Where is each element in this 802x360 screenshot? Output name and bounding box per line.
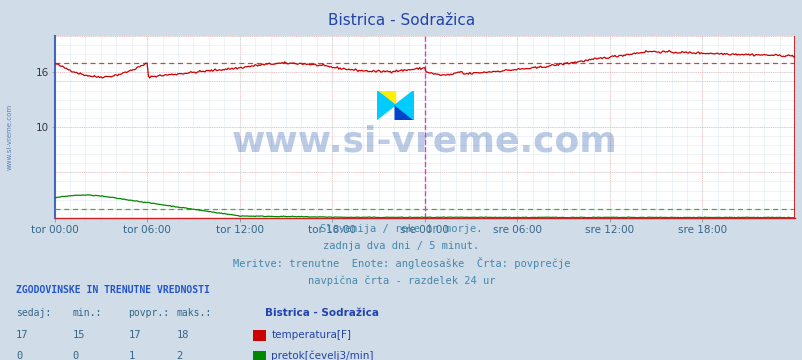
Text: Bistrica - Sodražica: Bistrica - Sodražica [327, 13, 475, 28]
Text: ZGODOVINSKE IN TRENUTNE VREDNOSTI: ZGODOVINSKE IN TRENUTNE VREDNOSTI [16, 285, 209, 296]
Text: 17: 17 [16, 330, 29, 340]
Text: www.si-vreme.com: www.si-vreme.com [6, 104, 13, 170]
Text: 2: 2 [176, 351, 183, 360]
Text: navpična črta - razdelek 24 ur: navpična črta - razdelek 24 ur [307, 275, 495, 286]
Text: zadnja dva dni / 5 minut.: zadnja dva dni / 5 minut. [323, 242, 479, 252]
Text: www.si-vreme.com: www.si-vreme.com [232, 125, 617, 158]
Text: maks.:: maks.: [176, 308, 212, 318]
Text: min.:: min.: [72, 308, 102, 318]
Text: temperatura[F]: temperatura[F] [271, 330, 351, 340]
Text: 0: 0 [16, 351, 22, 360]
Text: 15: 15 [72, 330, 85, 340]
Text: povpr.:: povpr.: [128, 308, 169, 318]
Text: sedaj:: sedaj: [16, 308, 51, 318]
Text: Meritve: trenutne  Enote: angleosaške  Črta: povprečje: Meritve: trenutne Enote: angleosaške Črt… [233, 257, 569, 269]
Text: 0: 0 [72, 351, 79, 360]
Text: Slovenija / reke in morje.: Slovenija / reke in morje. [320, 224, 482, 234]
Text: pretok[čevelj3/min]: pretok[čevelj3/min] [271, 350, 374, 360]
Text: 18: 18 [176, 330, 189, 340]
Text: Bistrica - Sodražica: Bistrica - Sodražica [265, 308, 379, 318]
Text: 17: 17 [128, 330, 141, 340]
Text: 1: 1 [128, 351, 135, 360]
